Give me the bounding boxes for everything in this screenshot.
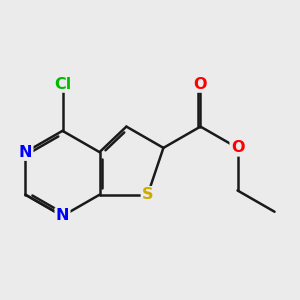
Text: O: O <box>231 140 244 155</box>
Text: Cl: Cl <box>54 76 71 92</box>
Text: N: N <box>19 145 32 160</box>
Text: S: S <box>142 187 153 202</box>
Text: O: O <box>194 76 207 92</box>
Text: N: N <box>56 208 69 224</box>
